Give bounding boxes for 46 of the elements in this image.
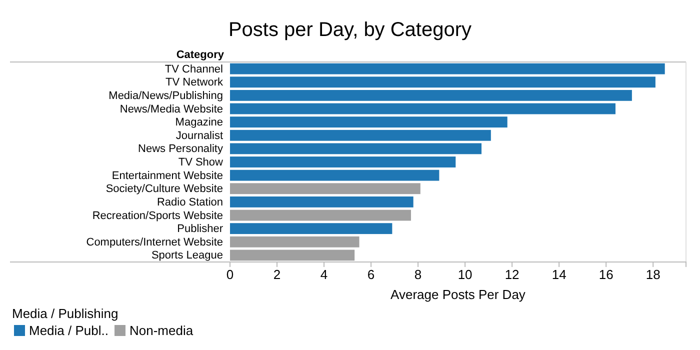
x-tick-label: 8 xyxy=(414,267,422,282)
y-tick-label: News Personality xyxy=(138,143,224,156)
bar xyxy=(230,170,440,181)
legend-label: Non-media xyxy=(130,323,194,338)
x-tick-label: 16 xyxy=(598,267,614,282)
bar xyxy=(230,196,414,208)
x-tick-label: 4 xyxy=(320,267,328,282)
chart-title: Posts per Day, by Category xyxy=(228,19,472,41)
x-tick-label: 18 xyxy=(646,267,660,282)
y-tick-label: Society/Culture Website xyxy=(106,183,223,196)
x-tick-label: 14 xyxy=(552,267,566,282)
y-tick-label: TV Network xyxy=(166,76,224,89)
x-axis-title: Average Posts Per Day xyxy=(390,287,526,302)
y-tick-label: Media/News/Publishing xyxy=(108,90,223,102)
bar xyxy=(230,156,456,168)
bar xyxy=(230,130,491,141)
x-tick-label: 10 xyxy=(458,267,472,282)
bar xyxy=(230,63,665,74)
y-tick-label: Sports League xyxy=(151,250,223,262)
y-tick-label: Recreation/Sports Website xyxy=(92,210,223,222)
y-tick-label: TV Channel xyxy=(164,63,223,76)
legend-title: Media / Publishing xyxy=(12,306,118,321)
bar xyxy=(230,116,508,128)
bar xyxy=(230,90,632,101)
x-tick-label: 6 xyxy=(367,267,375,282)
y-tick-label: News/Media Website xyxy=(120,103,223,116)
y-tick-label: Magazine xyxy=(175,116,223,129)
y-tick-label: Publisher xyxy=(177,223,224,236)
y-tick-label: TV Show xyxy=(178,156,224,169)
y-tick-label: Entertainment Website xyxy=(112,170,223,182)
y-tick-label: Journalist xyxy=(176,130,223,142)
bar xyxy=(230,76,656,88)
y-tick-label: Computers/Internet Website xyxy=(86,236,223,248)
bar xyxy=(230,210,411,221)
bar xyxy=(230,236,360,248)
bar xyxy=(230,223,392,234)
x-tick-label: 2 xyxy=(273,267,281,282)
x-tick-label: 0 xyxy=(226,267,234,282)
y-axis-title: Category xyxy=(176,49,225,61)
bar xyxy=(230,250,355,261)
bar xyxy=(230,183,420,194)
bar xyxy=(230,103,616,114)
x-tick-label: 12 xyxy=(504,267,520,282)
y-tick-label: Radio Station xyxy=(156,196,223,208)
bar xyxy=(230,143,482,154)
legend-label: Media / Publ.. xyxy=(29,323,108,338)
